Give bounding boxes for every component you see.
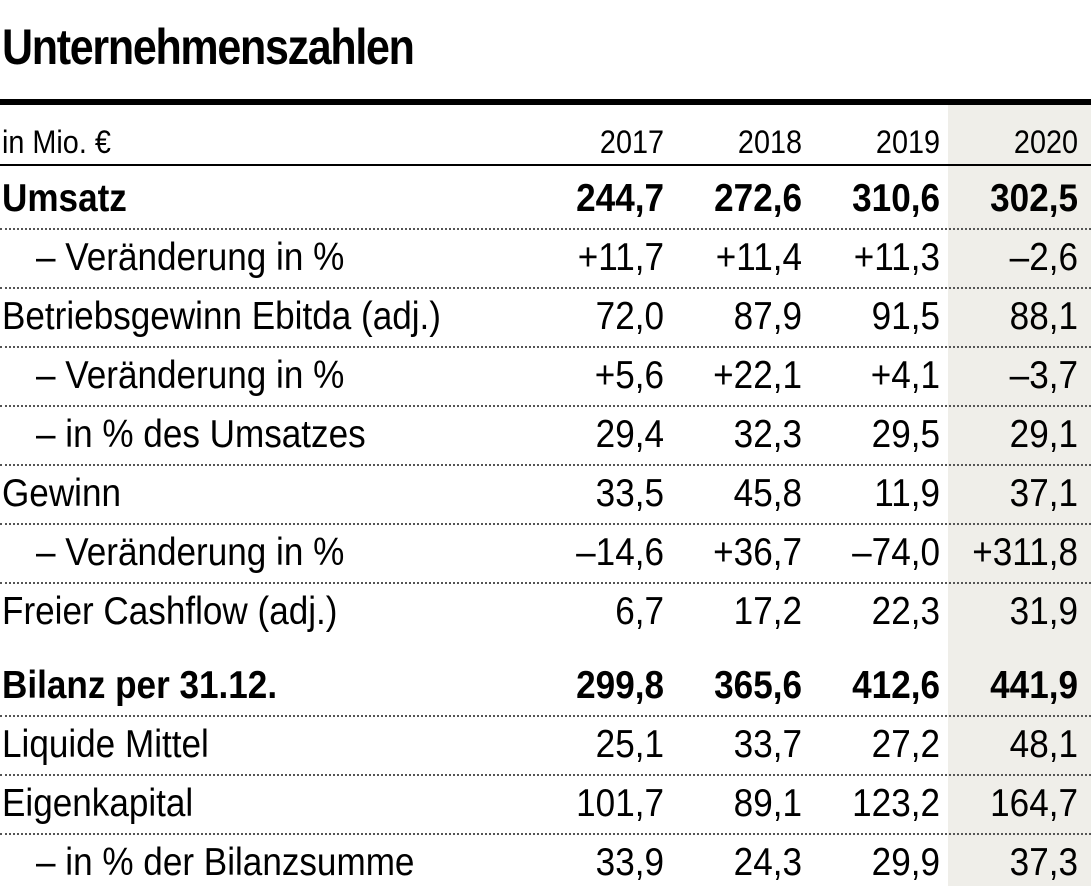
- cell-2017: 101,7: [576, 782, 664, 825]
- row-divider: [0, 582, 1091, 584]
- cell-2017: –14,6: [576, 531, 664, 574]
- row-divider: [0, 833, 1091, 835]
- row-label: – Veränderung in %: [36, 531, 345, 574]
- cell-2019: 22,3: [871, 590, 940, 633]
- cell-2019: +4,1: [870, 354, 940, 397]
- cell-2017: 72,0: [595, 295, 664, 338]
- cell-2019: 29,9: [871, 841, 940, 884]
- row-divider: [0, 346, 1091, 348]
- cell-2018: 32,3: [733, 413, 802, 456]
- cell-2020: 441,9: [990, 664, 1078, 707]
- cell-2018: 17,2: [733, 590, 802, 633]
- cell-2020: 37,3: [1009, 841, 1078, 884]
- cell-2018: 272,6: [714, 177, 802, 220]
- cell-2019: 412,6: [852, 664, 940, 707]
- header-rule: [0, 164, 1091, 166]
- cell-2019: 310,6: [852, 177, 940, 220]
- cell-2017: 244,7: [576, 177, 664, 220]
- cell-2018: 24,3: [733, 841, 802, 884]
- cell-2017: 29,4: [595, 413, 664, 456]
- cell-2019: 91,5: [871, 295, 940, 338]
- title-rule: [0, 99, 1091, 105]
- cell-2017: 299,8: [576, 664, 664, 707]
- row-label: Umsatz: [2, 177, 127, 220]
- row-label: – Veränderung in %: [36, 354, 345, 397]
- row-divider: [0, 464, 1091, 466]
- year-2020-highlight: [948, 105, 1091, 886]
- row-divider: [0, 715, 1091, 717]
- cell-2019: 27,2: [871, 723, 940, 766]
- cell-2018: 365,6: [714, 664, 802, 707]
- row-divider: [0, 774, 1091, 776]
- cell-2020: 29,1: [1009, 413, 1078, 456]
- table-title: Unternehmenszahlen: [2, 19, 415, 75]
- cell-2018: 89,1: [733, 782, 802, 825]
- cell-2020: –3,7: [1009, 354, 1078, 397]
- cell-2020: +311,8: [972, 531, 1078, 574]
- cell-2017: +11,7: [577, 236, 664, 279]
- cell-2019: 123,2: [852, 782, 940, 825]
- year-2019-header: 2019: [875, 124, 940, 160]
- cell-2018: 45,8: [733, 472, 802, 515]
- row-divider: [0, 405, 1091, 407]
- cell-2020: 88,1: [1009, 295, 1078, 338]
- cell-2019: 29,5: [871, 413, 940, 456]
- cell-2017: +5,6: [594, 354, 664, 397]
- row-divider: [0, 228, 1091, 230]
- cell-2017: 25,1: [595, 723, 664, 766]
- cell-2018: +11,4: [715, 236, 802, 279]
- year-2018-header: 2018: [737, 124, 802, 160]
- row-divider: [0, 287, 1091, 289]
- cell-2018: 33,7: [733, 723, 802, 766]
- row-label: – in % des Umsatzes: [36, 413, 366, 456]
- cell-2020: 164,7: [990, 782, 1078, 825]
- cell-2020: 302,5: [990, 177, 1078, 220]
- row-label: Betriebsgewinn Ebitda (adj.): [2, 295, 442, 338]
- cell-2018: 87,9: [733, 295, 802, 338]
- cell-2019: –74,0: [852, 531, 940, 574]
- cell-2017: 6,7: [615, 590, 664, 633]
- row-label: Liquide Mittel: [2, 723, 209, 766]
- cell-2020: 48,1: [1009, 723, 1078, 766]
- row-label: Eigenkapital: [2, 782, 194, 825]
- unit-label: in Mio. €: [2, 124, 111, 160]
- cell-2018: +36,7: [713, 531, 802, 574]
- cell-2020: 37,1: [1009, 472, 1078, 515]
- cell-2019: 11,9: [874, 472, 940, 515]
- cell-2020: 31,9: [1009, 590, 1078, 633]
- row-label: Gewinn: [2, 472, 122, 515]
- row-label: Bilanz per 31.12.: [2, 664, 278, 707]
- year-2020-header: 2020: [1013, 124, 1078, 160]
- cell-2017: 33,5: [595, 472, 664, 515]
- row-label: – Veränderung in %: [36, 236, 345, 279]
- cell-2018: +22,1: [713, 354, 802, 397]
- cell-2019: +11,3: [853, 236, 940, 279]
- row-label: – in % der Bilanzsumme: [36, 841, 415, 884]
- cell-2020: –2,6: [1009, 236, 1078, 279]
- row-label: Freier Cashflow (adj.): [2, 590, 338, 633]
- row-divider: [0, 523, 1091, 525]
- cell-2017: 33,9: [595, 841, 664, 884]
- year-2017-header: 2017: [599, 124, 664, 160]
